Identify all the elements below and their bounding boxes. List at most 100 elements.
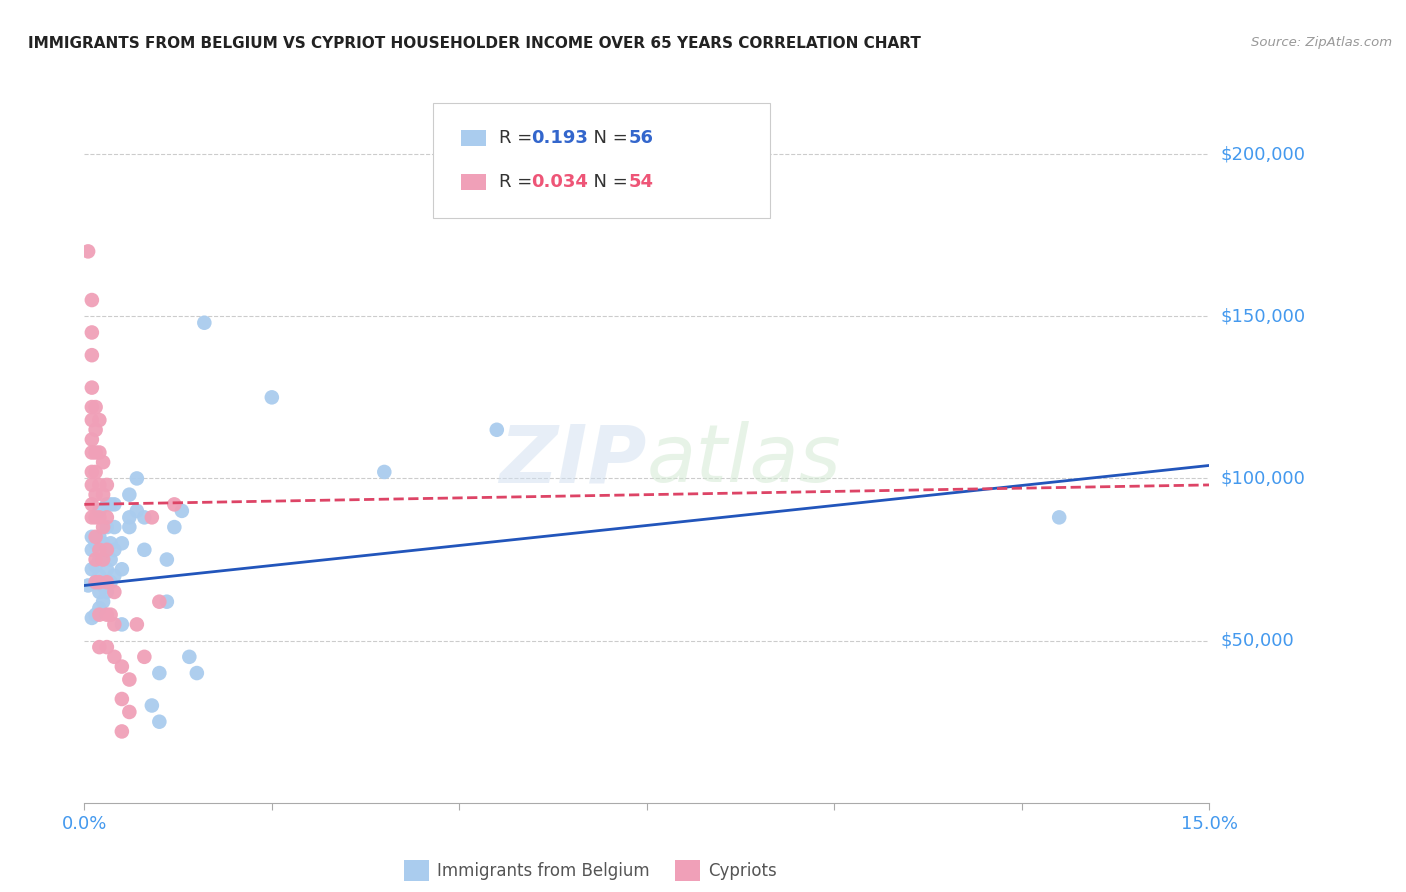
FancyBboxPatch shape <box>461 174 486 190</box>
Point <box>80 413 103 427</box>
Point <box>125 617 148 632</box>
Point <box>179 649 201 664</box>
Point <box>84 552 107 566</box>
Point <box>100 536 122 550</box>
Point <box>111 536 134 550</box>
Point <box>134 649 156 664</box>
Point <box>103 520 125 534</box>
Point <box>111 659 134 673</box>
Point <box>485 423 508 437</box>
Point <box>80 510 103 524</box>
Point <box>89 510 111 524</box>
Point <box>84 575 107 590</box>
Point <box>89 585 111 599</box>
Point <box>91 536 114 550</box>
Point <box>84 488 107 502</box>
Point <box>91 552 114 566</box>
Point <box>80 478 103 492</box>
Point <box>111 724 134 739</box>
Point <box>77 244 100 259</box>
Point <box>260 390 283 404</box>
Point <box>91 520 114 534</box>
Point <box>141 698 163 713</box>
Point <box>96 542 118 557</box>
Point <box>96 542 118 557</box>
Point <box>84 575 107 590</box>
Point <box>96 520 118 534</box>
Point <box>100 575 122 590</box>
Point <box>96 562 118 576</box>
Point <box>84 510 107 524</box>
Text: $150,000: $150,000 <box>1220 307 1306 326</box>
Point <box>89 607 111 622</box>
Point <box>89 445 111 459</box>
Point <box>89 530 111 544</box>
Text: 54: 54 <box>628 173 654 191</box>
Point <box>96 575 118 590</box>
Point <box>80 562 103 576</box>
Point <box>141 510 163 524</box>
Point <box>96 497 118 511</box>
Point <box>89 413 111 427</box>
Point <box>111 692 134 706</box>
Point <box>84 423 107 437</box>
Point <box>103 617 125 632</box>
Point <box>111 617 134 632</box>
Point <box>96 585 118 599</box>
Text: N =: N = <box>582 173 633 191</box>
Point <box>156 595 179 609</box>
Point <box>170 504 193 518</box>
Point <box>134 542 156 557</box>
Point <box>103 585 125 599</box>
Point <box>125 504 148 518</box>
Point <box>80 400 103 414</box>
Text: 0.193: 0.193 <box>531 128 588 146</box>
Point <box>1047 510 1070 524</box>
Point <box>134 510 156 524</box>
Point <box>91 595 114 609</box>
Point <box>80 497 103 511</box>
Point <box>103 649 125 664</box>
Point <box>84 530 107 544</box>
Point <box>103 542 125 557</box>
Point <box>96 607 118 622</box>
Point <box>163 497 186 511</box>
Text: atlas: atlas <box>647 421 842 500</box>
FancyBboxPatch shape <box>461 130 486 145</box>
Point <box>80 542 103 557</box>
Text: 0.034: 0.034 <box>531 173 588 191</box>
FancyBboxPatch shape <box>433 103 770 218</box>
Point <box>100 497 122 511</box>
Point <box>111 562 134 576</box>
Text: $50,000: $50,000 <box>1220 632 1294 649</box>
Text: $200,000: $200,000 <box>1220 145 1305 163</box>
Text: ZIP: ZIP <box>499 421 647 500</box>
Point <box>91 552 114 566</box>
Point <box>125 471 148 485</box>
Point <box>100 607 122 622</box>
Point <box>80 293 103 307</box>
Point <box>89 542 111 557</box>
Legend: Immigrants from Belgium, Cypriots: Immigrants from Belgium, Cypriots <box>398 854 783 888</box>
Text: R =: R = <box>499 128 538 146</box>
Point <box>100 552 122 566</box>
Point <box>84 445 107 459</box>
Point <box>373 465 395 479</box>
Point <box>118 673 141 687</box>
Point <box>148 595 170 609</box>
Point <box>118 520 141 534</box>
Point <box>91 488 114 502</box>
Point <box>91 578 114 592</box>
Point <box>103 568 125 582</box>
Point <box>186 666 208 681</box>
Point <box>103 497 125 511</box>
Text: IMMIGRANTS FROM BELGIUM VS CYPRIOT HOUSEHOLDER INCOME OVER 65 YEARS CORRELATION : IMMIGRANTS FROM BELGIUM VS CYPRIOT HOUSE… <box>28 36 921 51</box>
Point <box>80 611 103 625</box>
Point <box>96 478 118 492</box>
Point <box>84 400 107 414</box>
Point <box>96 510 118 524</box>
Point <box>80 381 103 395</box>
Point <box>148 714 170 729</box>
Point <box>89 575 111 590</box>
Point <box>80 326 103 340</box>
